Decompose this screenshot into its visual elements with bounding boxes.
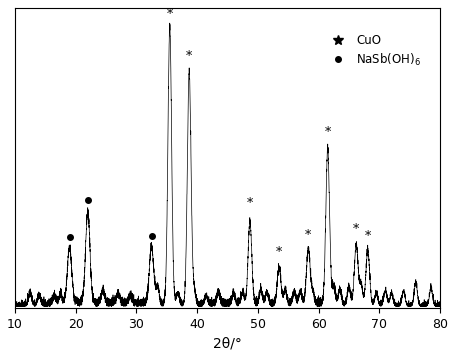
Text: *: * bbox=[364, 230, 371, 243]
Text: *: * bbox=[247, 197, 253, 210]
Text: *: * bbox=[276, 246, 282, 259]
X-axis label: 2θ/°: 2θ/° bbox=[213, 336, 242, 350]
Text: *: * bbox=[353, 223, 359, 236]
Legend: CuO, NaSb(OH)$_6$: CuO, NaSb(OH)$_6$ bbox=[322, 29, 425, 72]
Text: *: * bbox=[167, 8, 173, 21]
Text: *: * bbox=[305, 229, 311, 242]
Text: *: * bbox=[324, 126, 331, 140]
Text: *: * bbox=[186, 50, 192, 63]
